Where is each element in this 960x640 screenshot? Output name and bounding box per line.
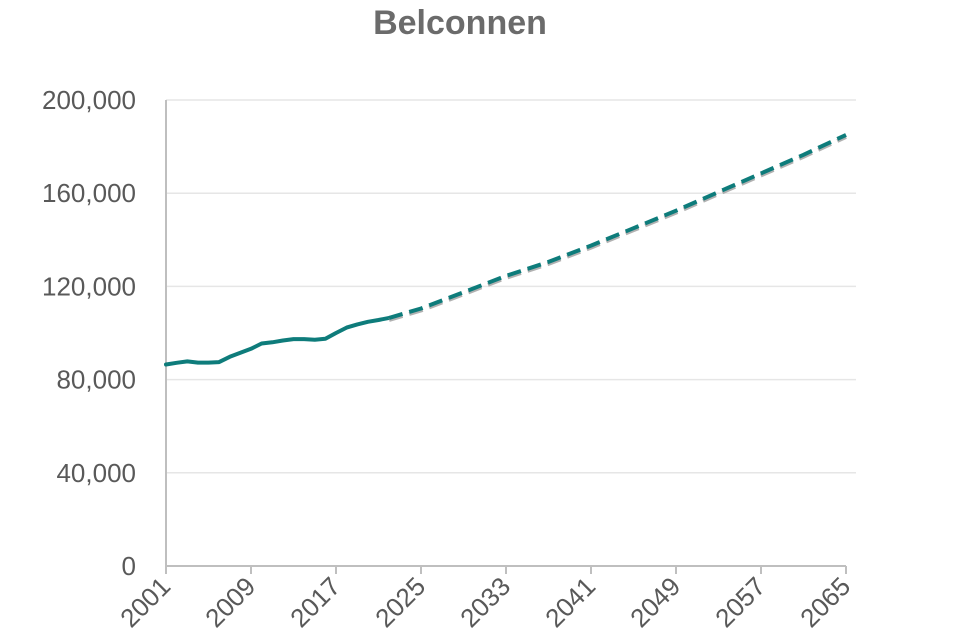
x-tick-label: 2065	[794, 571, 856, 633]
chart-title: Belconnen	[373, 4, 547, 42]
y-tick-label: 0	[122, 551, 136, 581]
x-tick-label: 2009	[199, 571, 261, 633]
x-tick-label: 2041	[539, 571, 601, 633]
series-line-projection	[388, 133, 847, 320]
x-tick-label: 2017	[284, 571, 346, 633]
y-tick-label: 80,000	[56, 365, 136, 395]
x-tick-label: 2057	[709, 571, 771, 633]
y-tick-label: 120,000	[42, 271, 136, 301]
y-tick-label: 160,000	[42, 178, 136, 208]
y-tick-label: 200,000	[42, 85, 136, 115]
x-tick-label: 2049	[624, 571, 686, 633]
x-tick-label: 2033	[454, 571, 516, 633]
x-tick-label: 2025	[369, 571, 431, 633]
series-lines	[164, 133, 847, 367]
axes	[165, 100, 847, 574]
y-tick-label: 40,000	[56, 458, 136, 488]
series-line-historical	[164, 315, 392, 367]
gridlines	[166, 99, 856, 474]
